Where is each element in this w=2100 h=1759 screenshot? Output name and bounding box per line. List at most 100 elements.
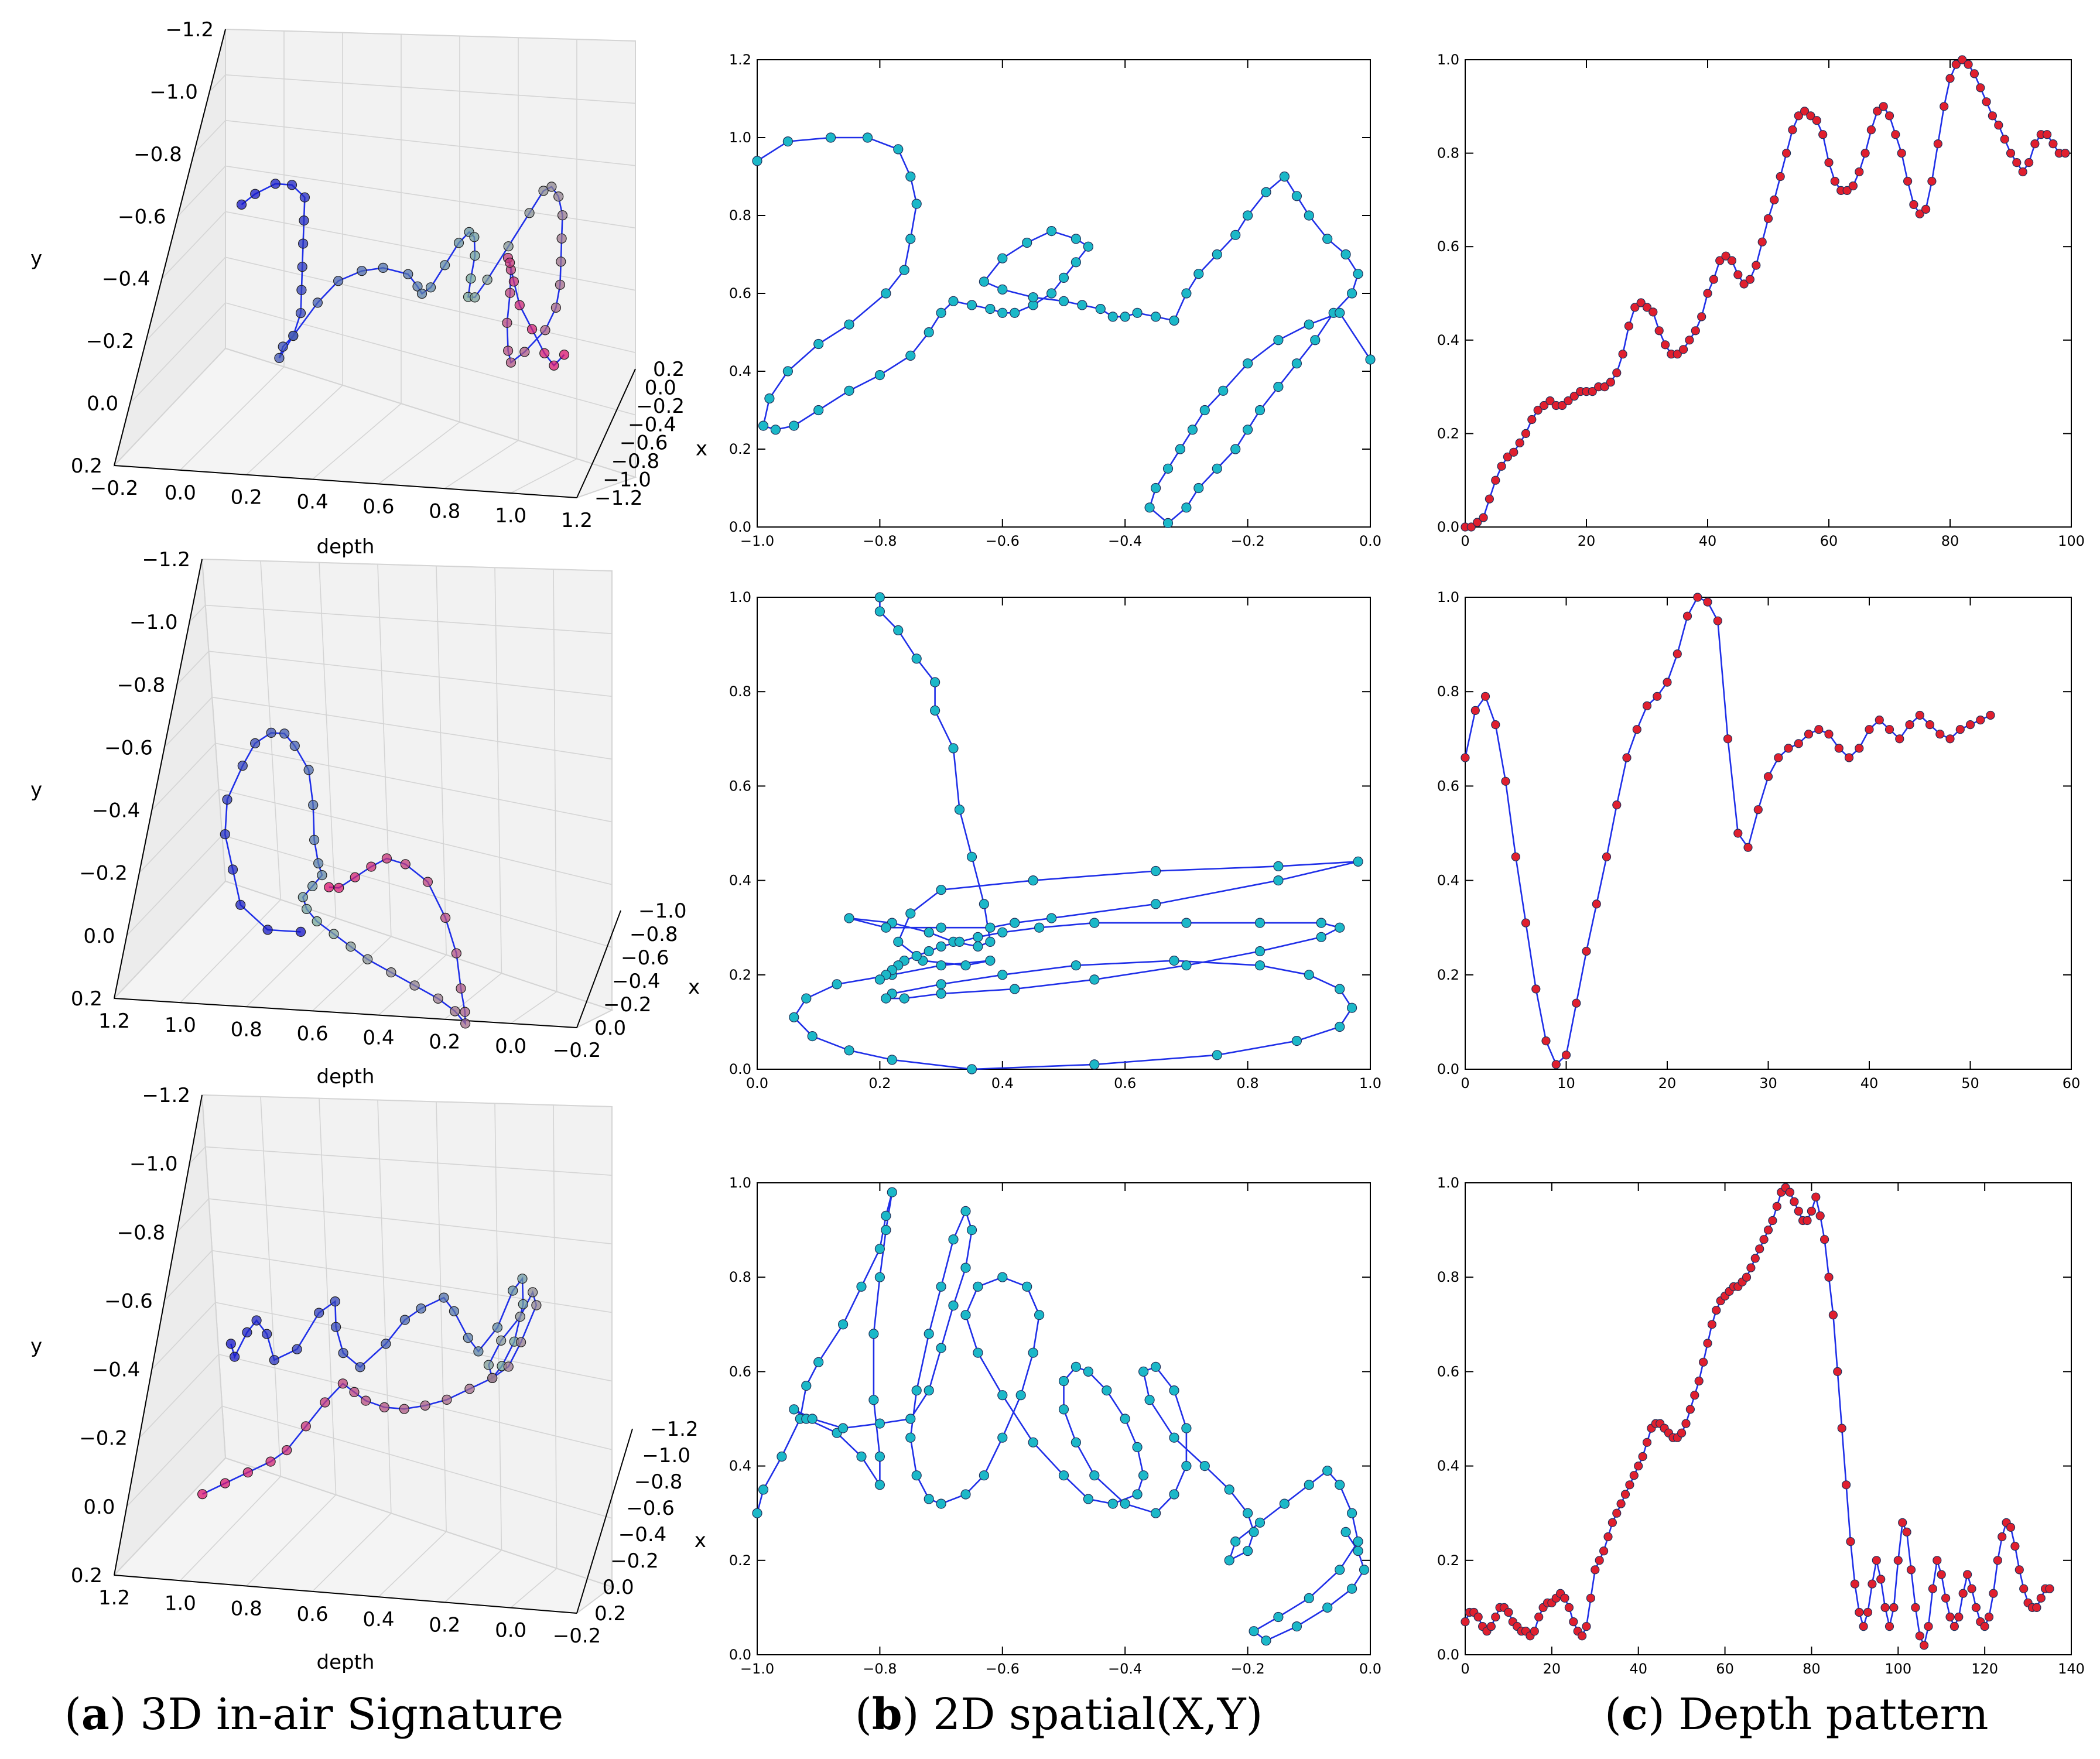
x-tick-label: 0.8 bbox=[1237, 1075, 1259, 1091]
data-point bbox=[2024, 158, 2034, 167]
data-point bbox=[1058, 1404, 1069, 1415]
y-tick-label: −0.4 bbox=[102, 268, 151, 291]
data-point bbox=[874, 1418, 885, 1429]
y-tick-label: 0.0 bbox=[729, 519, 751, 535]
data-point bbox=[1515, 438, 1524, 448]
data-point bbox=[1340, 249, 1351, 260]
data-point bbox=[1497, 461, 1506, 471]
x-tick-label: 10 bbox=[1557, 1075, 1575, 1091]
data-point bbox=[1304, 319, 1314, 330]
data-point bbox=[1982, 97, 1991, 107]
data-point bbox=[1347, 1508, 1357, 1518]
data-point bbox=[250, 189, 261, 199]
data-point bbox=[1473, 518, 1482, 527]
depth-axis-label: depth bbox=[317, 535, 375, 559]
data-point bbox=[911, 950, 922, 961]
y-tick-label: 1.0 bbox=[729, 1175, 751, 1191]
data-point bbox=[1316, 918, 1326, 928]
data-point bbox=[464, 1384, 475, 1394]
data-point bbox=[308, 800, 319, 810]
data-point bbox=[450, 1006, 460, 1017]
data-point bbox=[422, 877, 433, 887]
data-point bbox=[2061, 149, 2070, 158]
data-point bbox=[832, 979, 842, 990]
data-point bbox=[324, 882, 334, 892]
data-point bbox=[1915, 1631, 1924, 1641]
data-point bbox=[1541, 1036, 1551, 1046]
x-tick-label: 100 bbox=[2058, 533, 2085, 549]
depth-tick-label: 1.2 bbox=[98, 1009, 130, 1033]
grid-line bbox=[225, 211, 636, 291]
x-tick-label: −0.8 bbox=[611, 450, 660, 473]
data-point bbox=[874, 592, 885, 603]
data-point bbox=[1842, 1480, 1851, 1490]
data-point bbox=[1824, 730, 1834, 739]
data-point bbox=[1663, 677, 1672, 687]
data-point bbox=[1889, 1603, 1899, 1612]
data-point bbox=[1776, 172, 1785, 182]
grid-line bbox=[151, 1302, 216, 1370]
data-point bbox=[936, 960, 946, 971]
grid-line bbox=[212, 696, 613, 760]
grid-line bbox=[180, 1476, 281, 1581]
data-point bbox=[1545, 396, 1555, 406]
data-point bbox=[515, 1337, 526, 1347]
data-point bbox=[1707, 1320, 1716, 1329]
data-point bbox=[333, 276, 344, 286]
data-point bbox=[549, 360, 559, 371]
data-point bbox=[1169, 955, 1179, 966]
data-point bbox=[1249, 1527, 1259, 1537]
data-point bbox=[973, 1281, 983, 1292]
data-point bbox=[1733, 270, 1743, 279]
data-point bbox=[2000, 135, 2009, 144]
data-point bbox=[524, 208, 535, 218]
data-point bbox=[270, 179, 281, 189]
data-point bbox=[330, 1322, 341, 1332]
x-tick-label: 140 bbox=[2058, 1661, 2085, 1677]
data-point bbox=[517, 1274, 528, 1284]
x-axis-label: x bbox=[695, 1529, 706, 1552]
data-point bbox=[546, 182, 557, 192]
data-point bbox=[936, 1498, 946, 1509]
plot-frame bbox=[757, 597, 1371, 1070]
y-tick-label: 0.6 bbox=[729, 1363, 751, 1380]
depth-tick-label: 0.4 bbox=[362, 1026, 394, 1050]
data-point bbox=[378, 262, 388, 273]
data-point bbox=[874, 1272, 885, 1282]
data-point bbox=[346, 941, 356, 952]
data-point bbox=[1279, 171, 1290, 182]
data-point bbox=[1770, 195, 1779, 204]
data-point bbox=[899, 265, 909, 275]
data-point bbox=[2030, 139, 2040, 149]
data-point bbox=[1015, 1390, 1026, 1401]
data-point bbox=[1733, 829, 1743, 838]
data-point bbox=[868, 1329, 879, 1339]
data-point bbox=[250, 738, 261, 749]
data-point bbox=[1954, 1612, 1964, 1622]
data-point bbox=[1046, 288, 1057, 299]
data-point bbox=[559, 350, 570, 360]
y-tick-label: 1.0 bbox=[729, 129, 751, 146]
data-point bbox=[266, 727, 276, 738]
data-point bbox=[297, 238, 309, 249]
grid-line bbox=[218, 1354, 613, 1450]
x-tick-label: −0.2 bbox=[1230, 1661, 1264, 1677]
data-point bbox=[1788, 125, 1797, 135]
x-tick-label: 0.0 bbox=[594, 1017, 626, 1040]
data-point bbox=[899, 993, 909, 1004]
data-point bbox=[300, 1421, 311, 1432]
data-point bbox=[1322, 1466, 1333, 1476]
caption-b: (b) 2D spatial(X,Y) bbox=[855, 1689, 1263, 1740]
y-tick-label: 1.0 bbox=[1437, 1175, 1459, 1191]
grid-line bbox=[129, 302, 226, 404]
data-point bbox=[1750, 1254, 1760, 1263]
data-point bbox=[1028, 292, 1038, 303]
data-point bbox=[1937, 1570, 1946, 1579]
data-point bbox=[1218, 385, 1229, 396]
data-point bbox=[1855, 1607, 1864, 1617]
data-point bbox=[1181, 960, 1192, 971]
data-point bbox=[1828, 1310, 1838, 1320]
data-point bbox=[1479, 513, 1488, 522]
depth-tick-label: 0.2 bbox=[231, 486, 262, 509]
data-point bbox=[508, 276, 519, 287]
